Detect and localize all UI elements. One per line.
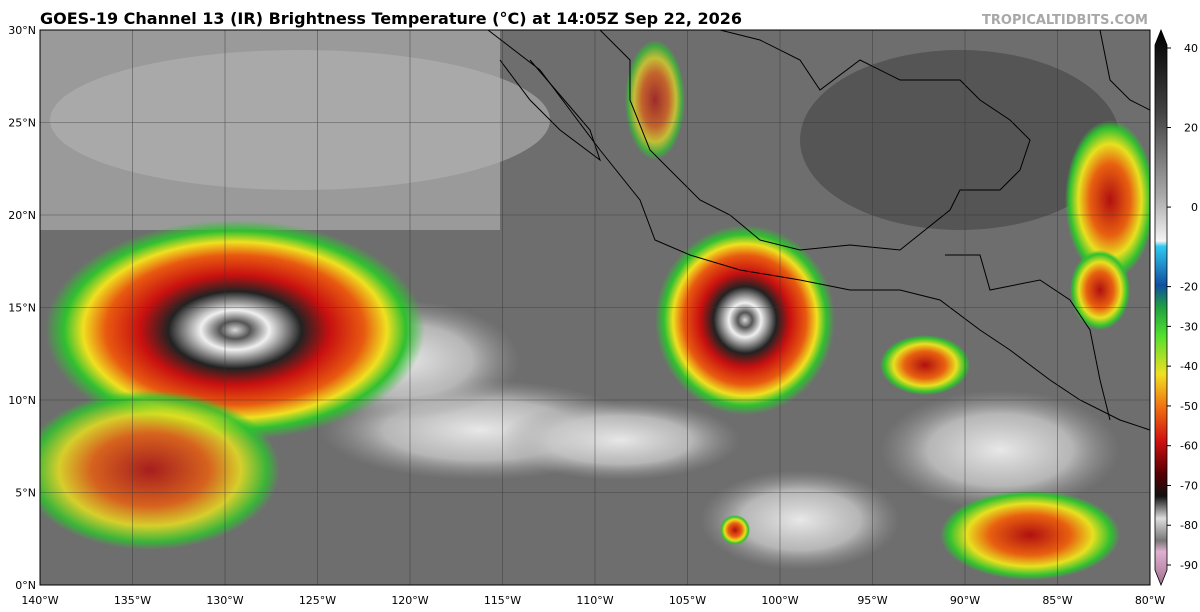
colorbar-tick-label: -30 xyxy=(1180,320,1198,333)
map-title: GOES-19 Channel 13 (IR) Brightness Tempe… xyxy=(40,9,742,28)
lat-label: 15°N xyxy=(8,302,36,315)
lon-label: 80°W xyxy=(1135,594,1165,607)
lat-label: 20°N xyxy=(8,209,36,222)
lon-label: 140°W xyxy=(21,594,58,607)
colorbar-tick-label: -50 xyxy=(1180,400,1198,413)
lat-label: 10°N xyxy=(8,394,36,407)
colorbar xyxy=(1154,28,1168,587)
lon-label: 95°W xyxy=(857,594,887,607)
lon-label: 130°W xyxy=(206,594,243,607)
labels: 0°N 5°N 10°N 15°N 20°N 25°N 30°N 140°W 135°W 130°… xyxy=(8,24,1198,607)
lon-label: 90°W xyxy=(950,594,980,607)
credit: TROPICALTIDBITS.COM xyxy=(982,13,1148,28)
colorbar-tick-label: -80 xyxy=(1180,519,1198,532)
colorbar-tick-label: 20 xyxy=(1184,122,1198,135)
colorbar-tick-label: -40 xyxy=(1180,360,1198,373)
lon-label: 100°W xyxy=(761,594,798,607)
map-frame xyxy=(39,29,1151,586)
colorbar-tick-label: -90 xyxy=(1180,559,1198,572)
lon-label: 135°W xyxy=(114,594,151,607)
colorbar-tick-label: -70 xyxy=(1180,479,1198,492)
colorbar-tick-label: -60 xyxy=(1180,440,1198,453)
lat-label: 30°N xyxy=(8,24,36,37)
lat-label: 25°N xyxy=(8,117,36,130)
colorbar-tick-label: 0 xyxy=(1191,201,1198,214)
lon-label: 110°W xyxy=(576,594,613,607)
lon-label: 125°W xyxy=(299,594,336,607)
lon-label: 85°W xyxy=(1042,594,1072,607)
colorbar-tick-label: 40 xyxy=(1184,42,1198,55)
lon-label: 105°W xyxy=(669,594,706,607)
colorbar-tick-label: -20 xyxy=(1180,281,1198,294)
lon-label: 120°W xyxy=(391,594,428,607)
graticule xyxy=(40,30,1150,585)
lon-label: 115°W xyxy=(484,594,521,607)
lat-label: 0°N xyxy=(15,579,36,592)
lat-label: 5°N xyxy=(15,487,36,500)
imagery xyxy=(40,30,1150,585)
